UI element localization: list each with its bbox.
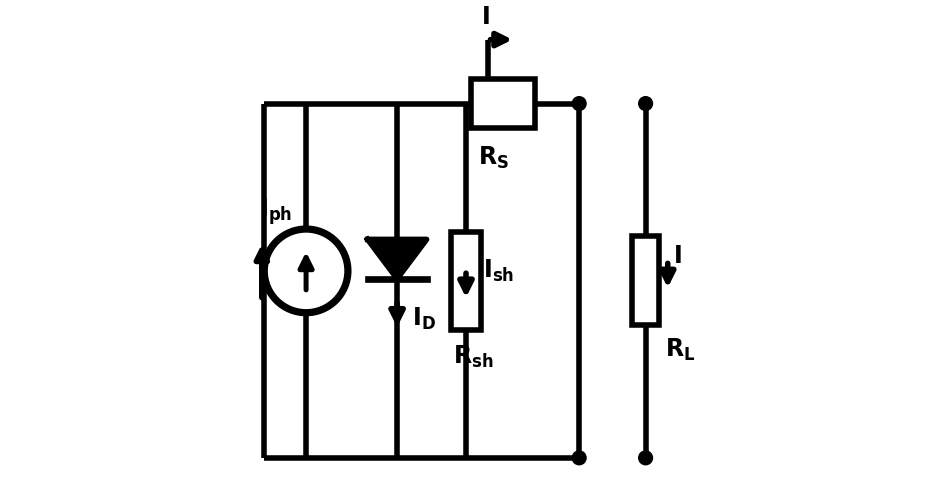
Text: $\mathbf{I}$: $\mathbf{I}$ (673, 244, 681, 268)
Text: $\mathbf{I_{ph}}$: $\mathbf{I_{ph}}$ (259, 196, 293, 227)
Circle shape (638, 451, 652, 464)
Text: $\mathbf{I_D}$: $\mathbf{I_D}$ (412, 306, 436, 332)
Text: $\mathbf{I_{sh}}$: $\mathbf{I_{sh}}$ (483, 258, 514, 284)
Text: $\mathbf{R_L}$: $\mathbf{R_L}$ (665, 336, 696, 362)
Bar (471, 79, 535, 128)
Circle shape (572, 451, 586, 464)
Circle shape (572, 96, 586, 110)
Bar (451, 232, 481, 330)
Polygon shape (367, 240, 427, 279)
Text: $\mathbf{R_{sh}}$: $\mathbf{R_{sh}}$ (453, 344, 494, 370)
Text: $\mathbf{R_S}$: $\mathbf{R_S}$ (477, 144, 509, 171)
Text: $\mathbf{I}$: $\mathbf{I}$ (481, 6, 490, 30)
Circle shape (265, 229, 348, 312)
Bar (632, 236, 659, 325)
Circle shape (638, 96, 652, 110)
